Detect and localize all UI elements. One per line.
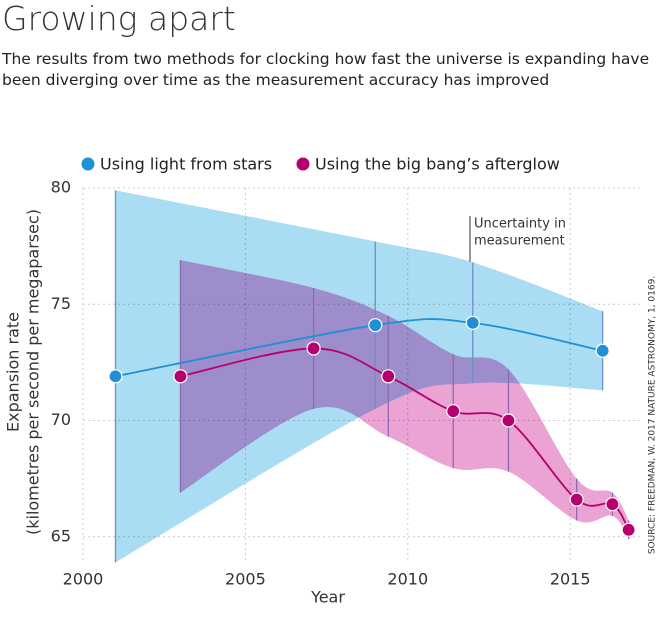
y-tick-label: 80 xyxy=(51,178,71,197)
x-tick-label: 2000 xyxy=(63,570,104,589)
lines xyxy=(108,315,636,537)
subtitle: been diverging over time as the measurem… xyxy=(2,71,549,89)
point xyxy=(368,318,383,333)
point xyxy=(621,522,636,537)
x-tick-label: 2015 xyxy=(550,570,591,589)
y-tick-label: 65 xyxy=(51,526,71,545)
legend-marker xyxy=(296,157,310,171)
point xyxy=(173,369,188,384)
bands xyxy=(115,190,629,563)
line xyxy=(115,318,603,378)
legend-label: Using light from stars xyxy=(100,155,272,174)
point xyxy=(605,497,620,512)
plot-area: 65 70 75 80 2000 2005 2010 2015 xyxy=(51,178,640,589)
y-tick-label: 70 xyxy=(51,410,71,429)
chart-title: Growing apart xyxy=(2,0,236,38)
uncertainty-band xyxy=(180,260,629,540)
x-axis-label: Year xyxy=(310,588,345,607)
point xyxy=(465,315,480,330)
annotation: Uncertainty in xyxy=(474,217,566,232)
y-axis-label: Expansion rate xyxy=(4,312,23,432)
legend-marker xyxy=(81,157,95,171)
y-axis-label: (kilometres per second per megaparsec) xyxy=(24,209,43,535)
x-tick-label: 2010 xyxy=(387,570,428,589)
point xyxy=(569,492,584,507)
point xyxy=(381,369,396,384)
x-tick-label: 2005 xyxy=(225,570,266,589)
point xyxy=(306,341,321,356)
y-tick-label: 75 xyxy=(51,294,71,313)
legend-label: Using the big bang’s afterglow xyxy=(315,155,560,174)
source: SOURCE: FREEDMAN, W. 2017 NATURE ASTRONO… xyxy=(648,276,658,554)
subtitle: The results from two methods for clockin… xyxy=(1,50,649,68)
point xyxy=(595,343,610,358)
annotation: measurement xyxy=(474,234,565,249)
point xyxy=(108,369,123,384)
point xyxy=(446,404,461,419)
point xyxy=(501,413,516,428)
